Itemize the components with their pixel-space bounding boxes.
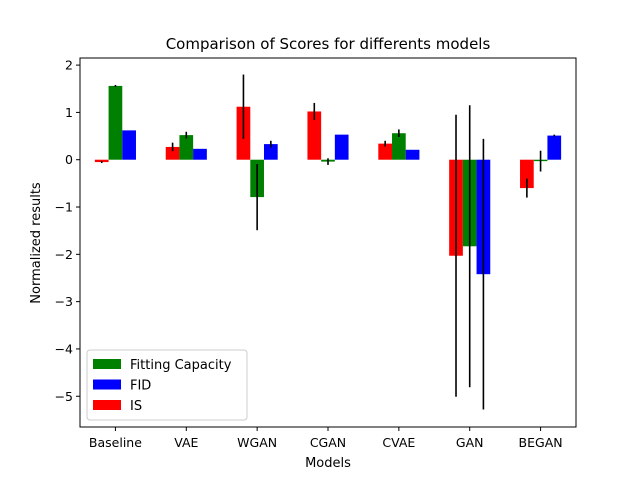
y-tick-label: 0 <box>65 152 73 167</box>
legend: Fitting Capacity FID IS <box>86 349 248 421</box>
bar-fid-cgan <box>334 134 349 160</box>
bar-is-vae <box>165 146 180 160</box>
y-tick-label: 1 <box>65 105 73 120</box>
bar-fid-wgan <box>263 144 278 160</box>
bar-fid-vae <box>193 148 207 160</box>
bar-fitting-capacity-cvae <box>392 133 406 160</box>
y-tick-label: −3 <box>55 294 73 309</box>
legend-swatch-fid <box>93 379 121 390</box>
x-tick-label: CVAE <box>382 435 415 450</box>
x-tick-label: CGAN <box>310 435 346 450</box>
x-tick-label: WGAN <box>237 435 277 450</box>
bar-fid-began <box>547 135 562 160</box>
legend-swatch-fitting-capacity <box>93 359 121 369</box>
y-tick-label: 2 <box>65 58 73 73</box>
bar-is-baseline <box>94 159 109 163</box>
y-tick-label: −4 <box>55 341 73 356</box>
bar-fid-cvae <box>405 149 420 160</box>
y-axis-title: Normalized results <box>29 182 44 304</box>
x-tick-label: Baseline <box>89 435 142 450</box>
legend-swatch-is <box>93 400 121 410</box>
legend-label-is: IS <box>130 399 142 414</box>
bar-is-cgan <box>307 111 322 160</box>
y-tick-label: −2 <box>55 247 73 262</box>
legend-label-fid: FID <box>130 379 151 394</box>
x-axis-title: Models <box>305 456 351 471</box>
y-tick-label: −1 <box>55 200 73 215</box>
bar-is-began <box>520 159 534 189</box>
bar-fitting-capacity-vae <box>179 135 194 160</box>
plot-area: 2 1 0 −1 −2 −3 −4 −5 Baseline VAE WGAN CGAN CVAE GAN B… <box>55 57 577 450</box>
bar-fitting-capacity-baseline <box>108 85 123 160</box>
x-tick-label: GAN <box>456 435 484 450</box>
x-tick-label: VAE <box>174 435 198 450</box>
bar-fid-baseline <box>122 130 136 160</box>
chart-title: Comparison of Scores for differents mode… <box>166 35 491 53</box>
x-tick-label: BEGAN <box>519 435 563 450</box>
legend-box <box>86 349 248 421</box>
legend-label-fitting-capacity: Fitting Capacity <box>130 358 232 373</box>
y-tick-label: −5 <box>55 389 73 404</box>
bar-is-cvae <box>378 143 393 160</box>
